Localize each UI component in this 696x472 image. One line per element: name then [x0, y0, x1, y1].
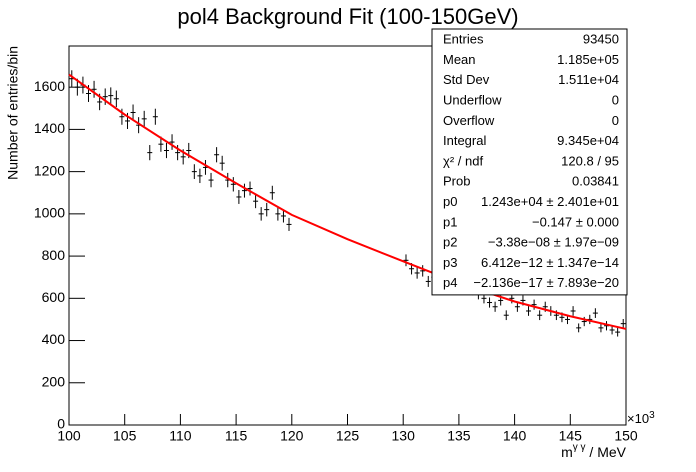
stat-label: χ² / ndf — [443, 153, 483, 168]
y-tick-label: 1400 — [34, 120, 65, 136]
y-axis-label: Number of entries/bin — [5, 46, 21, 180]
stat-label: Integral — [443, 133, 486, 148]
stats-box-bg — [431, 28, 628, 296]
stat-value: 0 — [612, 113, 619, 128]
y-tick-label: 600 — [42, 289, 66, 305]
stat-label: p1 — [443, 214, 457, 229]
stat-label: Mean — [443, 52, 476, 67]
x-tick-label: 150 — [614, 428, 638, 444]
fit-curve — [68, 73, 627, 330]
x-tick-label: 130 — [392, 428, 416, 444]
stat-label: Overflow — [443, 113, 495, 128]
x-axis-label: mγ γ / MeV — [561, 442, 627, 460]
y-tick-label: 400 — [42, 331, 66, 347]
y-tick-label: 200 — [42, 373, 66, 389]
x-tick-label: 110 — [169, 428, 192, 444]
x-tick-label: 125 — [336, 428, 360, 444]
x-tick-label: 120 — [280, 428, 304, 444]
stat-value: 0.03841 — [572, 174, 619, 189]
stat-label: Prob — [443, 174, 470, 189]
stat-value: 9.345e+04 — [557, 133, 619, 148]
stat-value: 1.243e+04 ± 2.401e+01 — [481, 194, 619, 209]
x-exponent-power: 3 — [649, 410, 655, 421]
x-tick-label: 105 — [113, 428, 137, 444]
y-tick-label: 800 — [42, 247, 66, 263]
stat-value: −0.147 ± 0.000 — [532, 214, 619, 229]
y-tick-label: 1200 — [34, 162, 65, 178]
stat-label: p2 — [443, 235, 457, 250]
stat-label: Entries — [443, 32, 484, 47]
stat-value: 0 — [612, 92, 619, 107]
y-tick-label: 0 — [57, 416, 65, 432]
stat-value: −3.38e−08 ± 1.97e−09 — [488, 235, 619, 250]
stat-value: 1.185e+05 — [557, 52, 619, 67]
x-label-main: m — [561, 444, 573, 460]
stat-label: p0 — [443, 194, 457, 209]
plot-area: 100 105 110 115 120 125 130 135 140 145 150 0 200 400… — [34, 45, 638, 444]
stat-label: p3 — [443, 255, 457, 270]
x-tick-label: 115 — [225, 428, 248, 444]
stat-value: 93450 — [583, 32, 619, 47]
x-tick-label: 145 — [559, 428, 583, 444]
x-label-unit: / MeV — [586, 444, 627, 460]
stat-label: Underflow — [443, 92, 502, 107]
x-exponent: ×103 — [627, 410, 655, 427]
x-label-sup: γ γ — [573, 442, 586, 453]
x-tick-label: 135 — [447, 428, 471, 444]
stat-value: 6.412e−12 ± 1.347e−14 — [481, 255, 619, 270]
stats-box: Entries 93450 Mean 1.185e+05 Std Dev 1.511e+0… — [431, 28, 628, 296]
y-tick-label: 1600 — [34, 78, 65, 94]
stat-value: 120.8 / 95 — [561, 153, 619, 168]
x-tick-label: 140 — [503, 428, 527, 444]
y-tick-label: 1000 — [34, 205, 65, 221]
chart-title: pol4 Background Fit (100-150GeV) — [177, 4, 518, 29]
stat-label: Std Dev — [443, 72, 490, 87]
stat-value: −2.136e−17 ± 7.893e−20 — [473, 275, 619, 290]
x-tick-label: 100 — [57, 428, 81, 444]
stat-label: p4 — [443, 275, 457, 290]
x-exponent-base: ×10 — [627, 411, 649, 426]
stat-value: 1.511e+04 — [558, 72, 619, 87]
